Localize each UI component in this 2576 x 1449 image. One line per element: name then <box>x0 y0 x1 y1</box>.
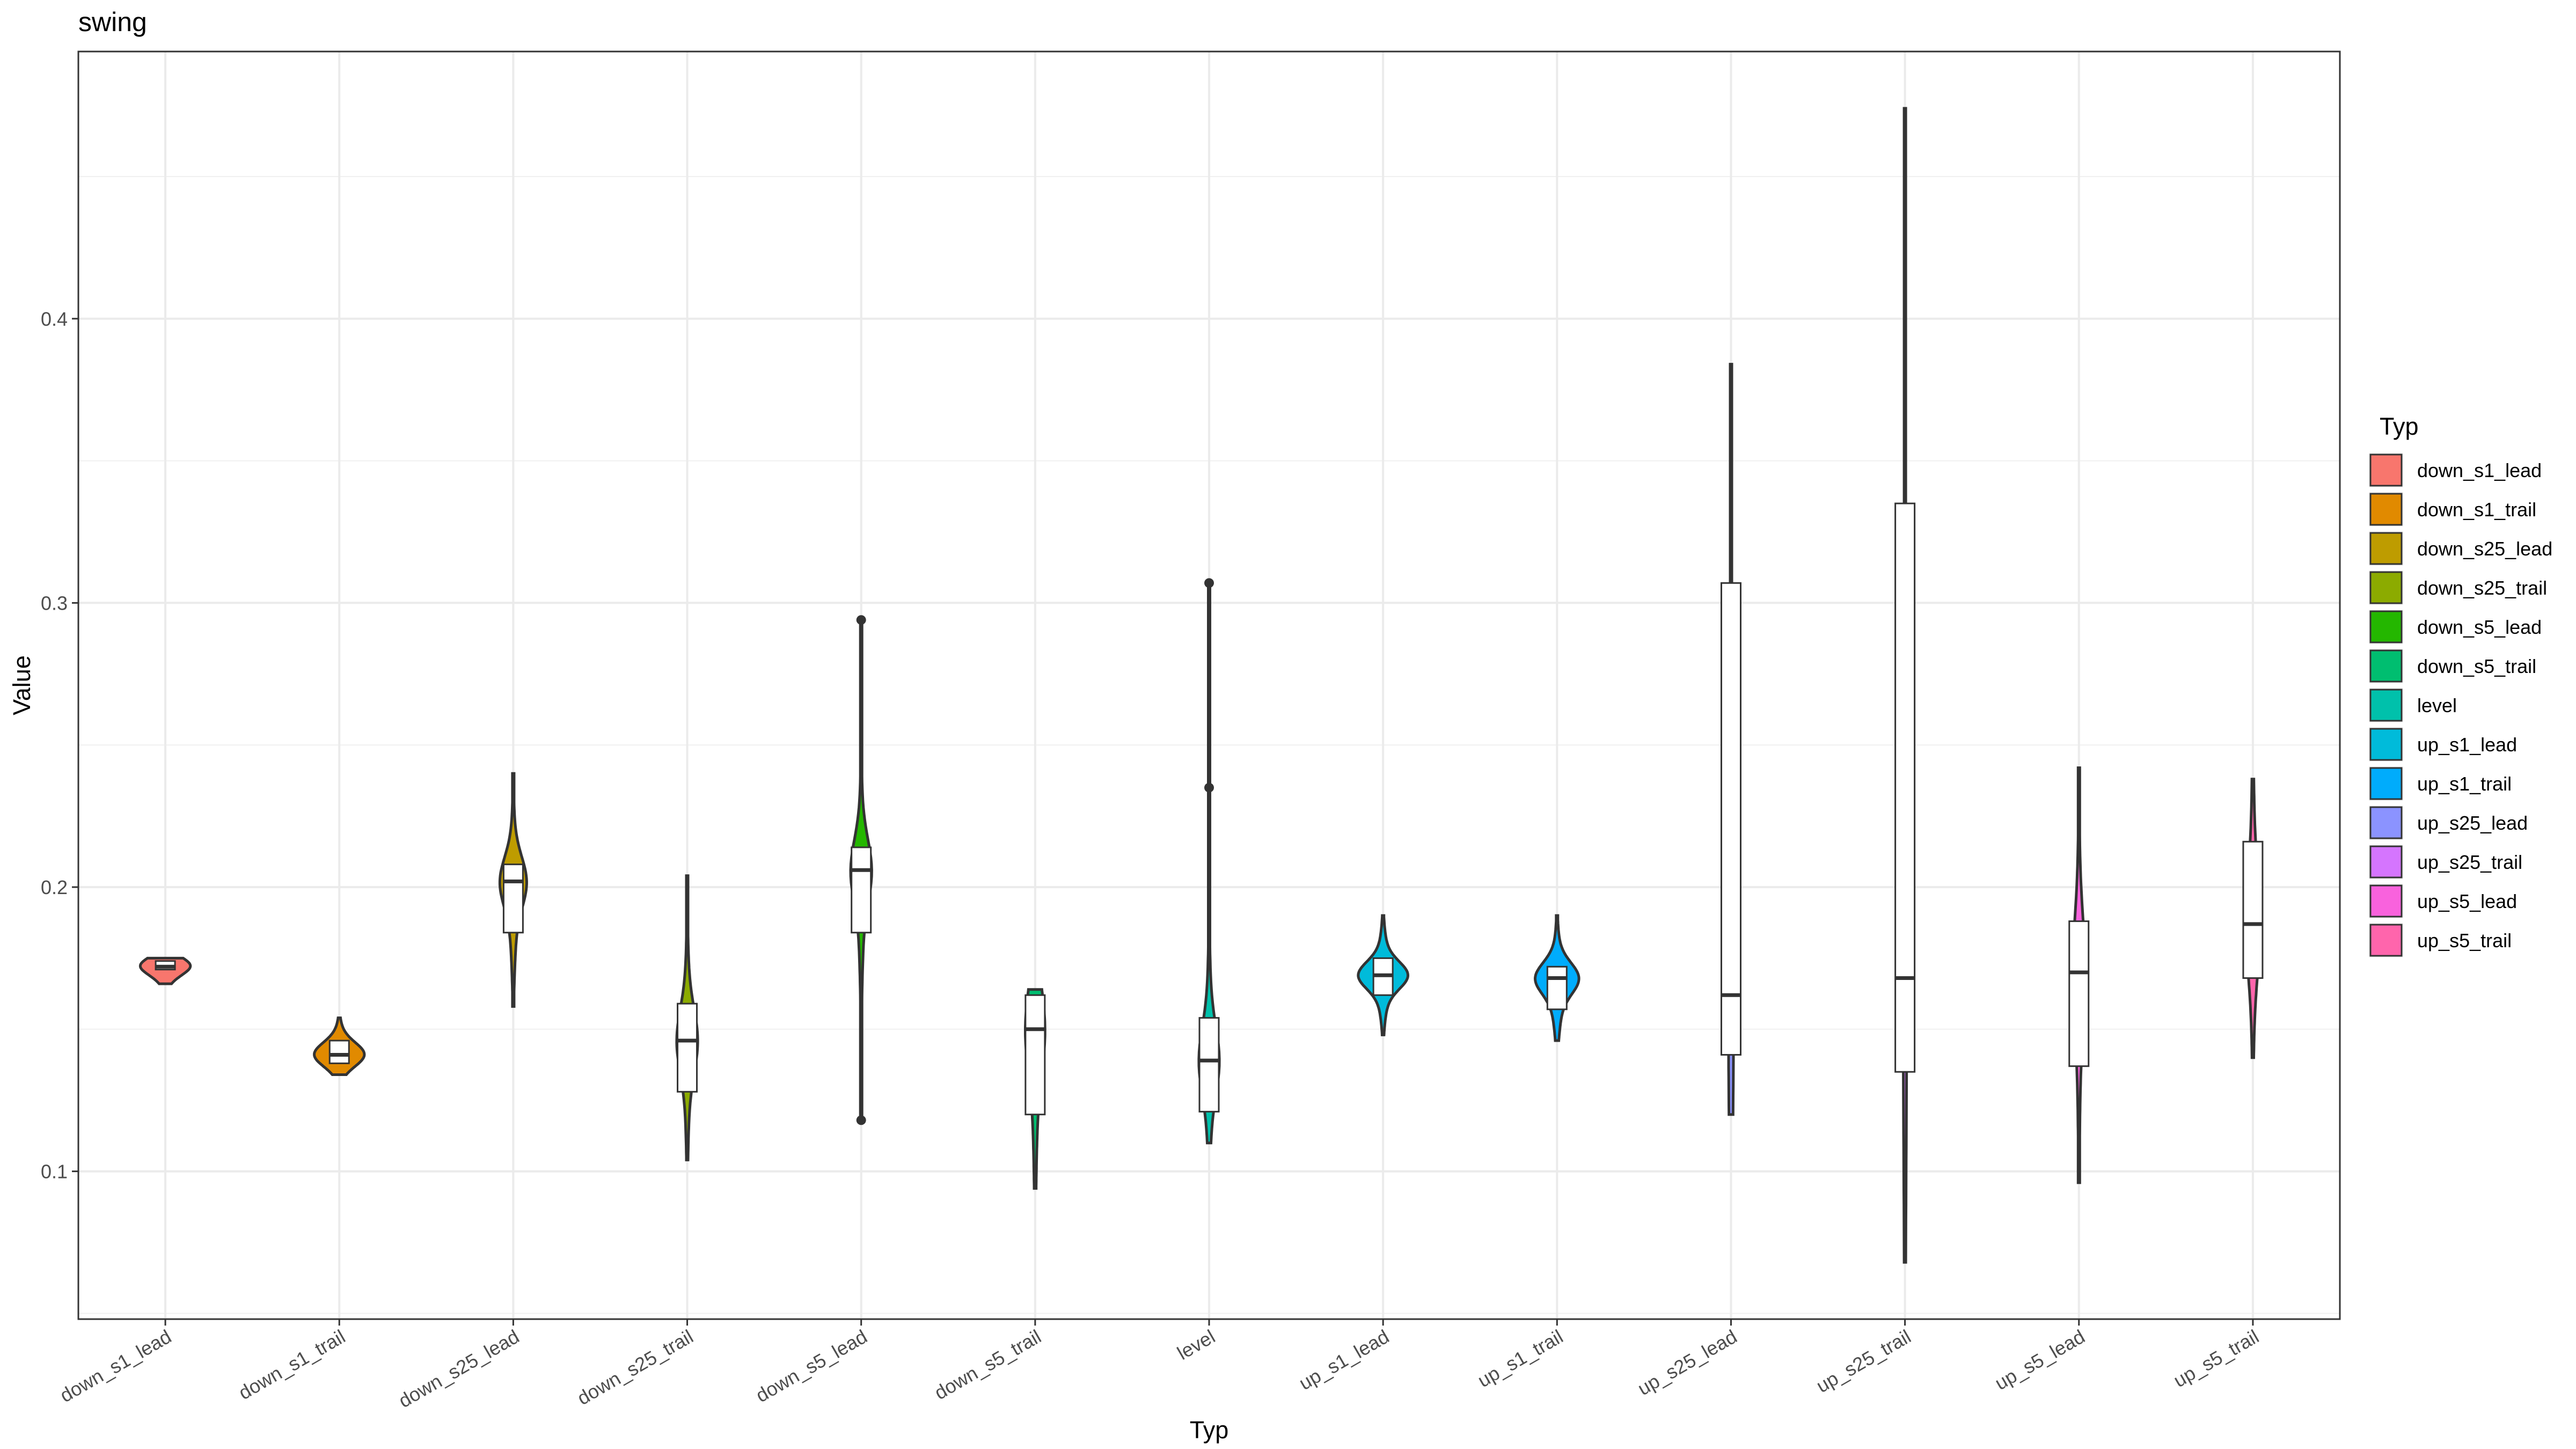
x-tick-label: down_s5_trail <box>931 1325 1045 1404</box>
legend-swatch-up_s5_trail <box>2369 924 2403 957</box>
legend-swatch-down_s25_trail <box>2369 571 2403 604</box>
legend-label: up_s25_trail <box>2417 851 2522 873</box>
x-tick-label: down_s1_trail <box>235 1325 349 1404</box>
x-tick-label: up_s1_trail <box>1474 1325 1567 1392</box>
x-tick-label: up_s25_trail <box>1812 1325 1914 1397</box>
legend-label: down_s1_lead <box>2417 459 2542 481</box>
x-tick-label: down_s1_lead <box>56 1325 175 1407</box>
legend-label: level <box>2417 694 2457 716</box>
legend-swatch-up_s25_trail <box>2369 845 2403 879</box>
y-tick-label: 0.1 <box>41 1161 68 1183</box>
x-tick-label: up_s1_lead <box>1295 1325 1393 1394</box>
legend-label: up_s5_trail <box>2417 930 2512 952</box>
legend-swatch-down_s1_trail <box>2369 493 2403 526</box>
legend-swatch-up_s1_trail <box>2369 767 2403 800</box>
legend-label: up_s1_lead <box>2417 734 2517 756</box>
legend-label: up_s25_lead <box>2417 812 2528 834</box>
legend-label: up_s1_trail <box>2417 773 2512 795</box>
x-tick-label: down_s25_lead <box>394 1325 523 1412</box>
legend-label: down_s25_trail <box>2417 577 2547 599</box>
box-down_s5_lead <box>851 846 872 934</box>
box-down_s5_trail <box>1024 994 1046 1116</box>
plot-marks <box>138 107 2264 1264</box>
legend-swatch-down_s5_trail <box>2369 649 2403 683</box>
outlier-point <box>1204 782 1214 793</box>
legend-title: Typ <box>2380 413 2419 440</box>
legend-label: down_s5_lead <box>2417 616 2542 638</box>
legend-swatch-level <box>2369 689 2403 722</box>
y-tick-label: 0.3 <box>41 592 68 614</box>
x-tick-label: up_s25_lead <box>1634 1325 1740 1400</box>
violin-down_s1_lead <box>138 956 192 985</box>
legend-swatch-up_s25_lead <box>2369 806 2403 839</box>
box-level <box>1198 1017 1220 1113</box>
legend-label: down_s25_lead <box>2417 538 2552 560</box>
legend-swatch-down_s5_lead <box>2369 610 2403 643</box>
y-axis-title: Value <box>8 655 35 715</box>
x-tick-label: up_s5_lead <box>1991 1325 2089 1394</box>
legend: Typ down_s1_lead down_s1_trail down_s25_le… <box>2369 413 2552 957</box>
x-tick-label: down_s25_trail <box>573 1325 697 1409</box>
legend-label: down_s1_trail <box>2417 499 2536 521</box>
box-up_s1_trail <box>1546 965 1568 1011</box>
box-up_s5_trail <box>2242 840 2264 979</box>
outlier-point <box>1204 578 1214 588</box>
box-up_s5_lead <box>2068 920 2090 1067</box>
legend-label: up_s5_lead <box>2417 890 2517 912</box>
legend-label: down_s5_trail <box>2417 655 2536 677</box>
y-tick-label: 0.4 <box>41 308 68 330</box>
chart-title: swing <box>78 7 147 37</box>
x-tick-label: up_s5_trail <box>2170 1325 2263 1392</box>
box-down_s25_lead <box>502 863 524 934</box>
box-up_s25_trail <box>1894 502 1916 1073</box>
outlier-point <box>856 1115 866 1125</box>
y-axis: 0.1 0.2 0.3 0.4 <box>41 308 78 1183</box>
outlier-point <box>856 615 866 625</box>
legend-swatch-up_s5_lead <box>2369 884 2403 918</box>
legend-swatch-down_s1_lead <box>2369 453 2403 487</box>
y-tick-label: 0.2 <box>41 876 68 898</box>
x-tick-label: level <box>1173 1325 1219 1364</box>
x-axis: down_s1_lead down_s1_trail down_s25_lead do… <box>56 1319 2263 1412</box>
x-tick-label: down_s5_lead <box>752 1325 871 1407</box>
box-up_s25_lead <box>1720 582 1741 1056</box>
box-down_s25_trail <box>677 1002 698 1093</box>
legend-swatch-up_s1_lead <box>2369 728 2403 761</box>
box-down_s1_trail <box>328 1040 350 1064</box>
x-axis-title: Typ <box>1190 1416 1229 1444</box>
legend-swatch-down_s25_lead <box>2369 532 2403 565</box>
